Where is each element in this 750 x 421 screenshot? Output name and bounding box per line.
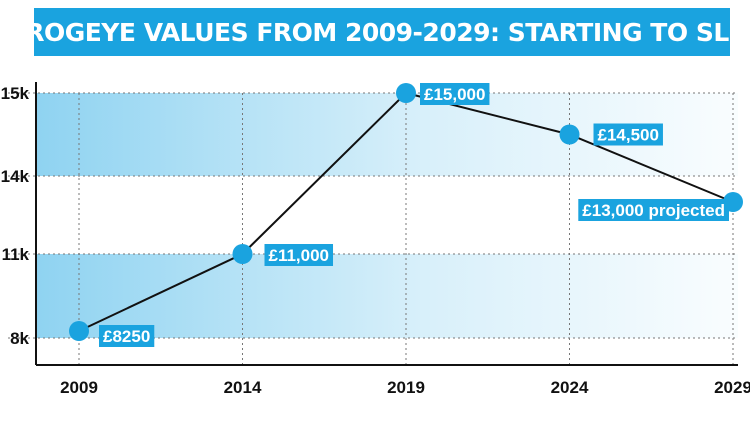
- data-label-box: [578, 199, 729, 221]
- axes: [35, 82, 738, 366]
- data-label-text: £11,000: [269, 246, 330, 265]
- data-label-box: [593, 123, 663, 146]
- data-label-text: £13,000 projected: [582, 201, 725, 220]
- data-label-2014: £11,000: [264, 244, 334, 266]
- data-label-text: £15,000: [424, 85, 485, 104]
- data-label-2009: £8250: [99, 325, 155, 347]
- data-point-2009: [69, 321, 89, 341]
- y-tick-label-15k: 15k: [1, 84, 30, 103]
- x-tick-labels: 2009 2014 2019 2024 2029: [60, 378, 750, 397]
- data-labels: £8250 £11,000 £15,000 £14,500 £13,000 projec…: [99, 83, 729, 347]
- x-tick-label-2009: 2009: [60, 378, 98, 397]
- data-label-2019: £15,000: [420, 83, 490, 105]
- x-tick-label-2014: 2014: [224, 378, 262, 397]
- data-point-2014: [232, 244, 253, 264]
- data-label-box: [420, 83, 490, 105]
- y-tick-label-11k: 11k: [2, 245, 30, 264]
- x-tick-label-2029: 2029: [714, 378, 750, 397]
- data-label-2029: £13,000 projected: [578, 199, 729, 221]
- data-point-2019: [396, 83, 416, 103]
- y-tick-label-8k: 8k: [10, 329, 29, 348]
- data-label-text: £14,500: [598, 126, 659, 145]
- x-tick-label-2019: 2019: [387, 378, 425, 397]
- x-tick-label-2024: 2024: [551, 378, 589, 397]
- data-label-text: £8250: [103, 327, 150, 346]
- y-tick-labels: 8k 11k 14k 15k: [1, 84, 30, 348]
- chart-title: FROGEYE VALUES FROM 2009-2029: STARTING …: [9, 8, 750, 56]
- data-point-2024: [559, 124, 580, 145]
- y-tick-label-14k: 14k: [1, 167, 30, 186]
- data-label-box: [99, 325, 155, 347]
- data-label-box: [264, 244, 334, 266]
- data-label-2024: £14,500: [593, 123, 663, 146]
